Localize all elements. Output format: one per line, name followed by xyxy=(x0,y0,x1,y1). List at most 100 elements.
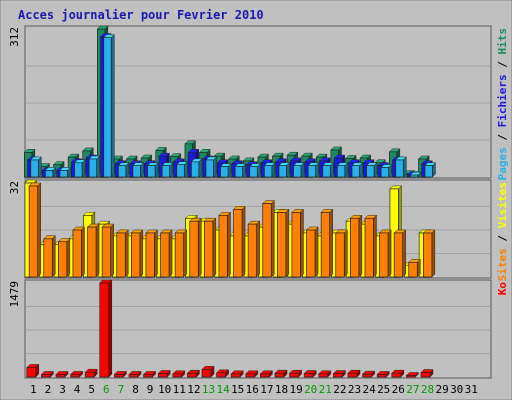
legend-entry: Sites xyxy=(496,248,509,281)
bar xyxy=(247,223,257,278)
x-tick-label: 16 xyxy=(246,383,259,396)
legend-entry: Visites xyxy=(496,182,509,228)
series-ko xyxy=(26,279,434,378)
panel-kb: 1479 Ko xyxy=(8,279,509,379)
bar xyxy=(393,232,403,278)
bar xyxy=(333,373,343,378)
legend-kb: Ko xyxy=(496,282,509,296)
bar xyxy=(408,261,418,278)
bar xyxy=(303,373,314,378)
x-tick-label: 10 xyxy=(158,383,171,396)
bar xyxy=(220,166,229,178)
x-tick-label: 18 xyxy=(275,383,288,396)
x-tick-label: 11 xyxy=(173,383,186,396)
bar xyxy=(395,159,404,178)
bar xyxy=(55,374,66,378)
bar xyxy=(26,367,37,378)
bar xyxy=(420,372,431,378)
bar xyxy=(43,238,53,278)
x-tick-label: 8 xyxy=(132,383,139,396)
bar xyxy=(205,159,214,178)
bar xyxy=(74,162,83,178)
legend-separator: / xyxy=(496,127,509,147)
bar xyxy=(306,229,316,278)
bar xyxy=(322,165,331,178)
bar xyxy=(245,373,256,378)
bar-depth xyxy=(314,226,319,278)
bar xyxy=(249,166,258,178)
bar xyxy=(87,226,97,278)
bar xyxy=(262,203,272,278)
bar xyxy=(406,375,416,378)
bar xyxy=(59,170,68,178)
bar xyxy=(264,165,273,178)
legend-entry: Hits xyxy=(496,28,509,55)
chart-panels: 312 Pages / Fichiers / Hits 32 Sites / Visi… xyxy=(8,25,509,379)
bar-depth xyxy=(227,211,231,278)
x-tick-label: 14 xyxy=(216,383,230,396)
bar-depth xyxy=(111,33,115,178)
bar xyxy=(380,167,389,178)
bar-depth xyxy=(402,229,406,278)
bar xyxy=(30,159,39,178)
bar-depth xyxy=(168,229,173,278)
bar xyxy=(88,158,98,178)
legend-hits: Pages / Fichiers / Hits xyxy=(496,28,509,180)
x-tick-label: 25 xyxy=(377,383,390,396)
bar xyxy=(347,372,358,378)
bar xyxy=(376,374,387,378)
bar xyxy=(204,220,214,278)
x-axis: 1 2 3 4 5 6 7 8 9 10 11 12 13 14 15 16 17 18 19 20 21 22 23 24 2… xyxy=(30,383,478,396)
bar xyxy=(291,212,301,278)
legend-entry: Pages xyxy=(496,147,509,180)
chart-title: Acces journalier pour Fevrier 2010 xyxy=(18,8,264,22)
bar-depth xyxy=(300,208,304,278)
bar xyxy=(320,212,330,278)
bar-depth xyxy=(38,156,42,178)
bar xyxy=(44,170,54,178)
bar xyxy=(157,373,168,378)
legend-entry: Ko xyxy=(496,282,509,296)
bar-depth xyxy=(125,229,129,278)
x-tick-label: 15 xyxy=(231,383,244,396)
bar xyxy=(103,37,112,178)
bar xyxy=(278,165,287,178)
bar xyxy=(161,165,170,178)
bar xyxy=(362,373,372,378)
bar-depth xyxy=(95,223,100,278)
bar xyxy=(145,232,155,278)
bar-depth xyxy=(256,220,260,278)
bar xyxy=(189,220,199,278)
x-tick-label: 19 xyxy=(289,383,302,396)
y-max-label: 1479 xyxy=(8,281,21,308)
bar-depth xyxy=(431,229,436,278)
bar-depth xyxy=(198,217,202,278)
x-tick-label: 1 xyxy=(30,383,37,396)
x-tick-label: 22 xyxy=(333,383,346,396)
bar xyxy=(28,185,38,278)
x-tick-label: 29 xyxy=(435,383,448,396)
bars-visits xyxy=(24,179,436,278)
bar-depth xyxy=(285,208,290,278)
bar xyxy=(147,165,156,178)
bar-depth xyxy=(358,214,363,278)
x-tick-label: 2 xyxy=(45,383,52,396)
legend-separator: / xyxy=(496,228,509,248)
bar xyxy=(174,232,184,278)
series-sites xyxy=(28,182,436,278)
bar-depth xyxy=(373,214,377,278)
bar xyxy=(424,165,433,178)
bar xyxy=(233,209,243,278)
bar xyxy=(234,166,243,178)
y-max-label: 32 xyxy=(8,181,21,194)
bar xyxy=(70,374,80,378)
bar xyxy=(350,217,360,278)
bar-depth xyxy=(212,217,217,278)
bar xyxy=(379,232,389,278)
legend-visits: Sites / Visites xyxy=(496,182,509,281)
bar xyxy=(366,165,375,178)
bar xyxy=(84,371,95,378)
bar-depth xyxy=(213,156,217,178)
